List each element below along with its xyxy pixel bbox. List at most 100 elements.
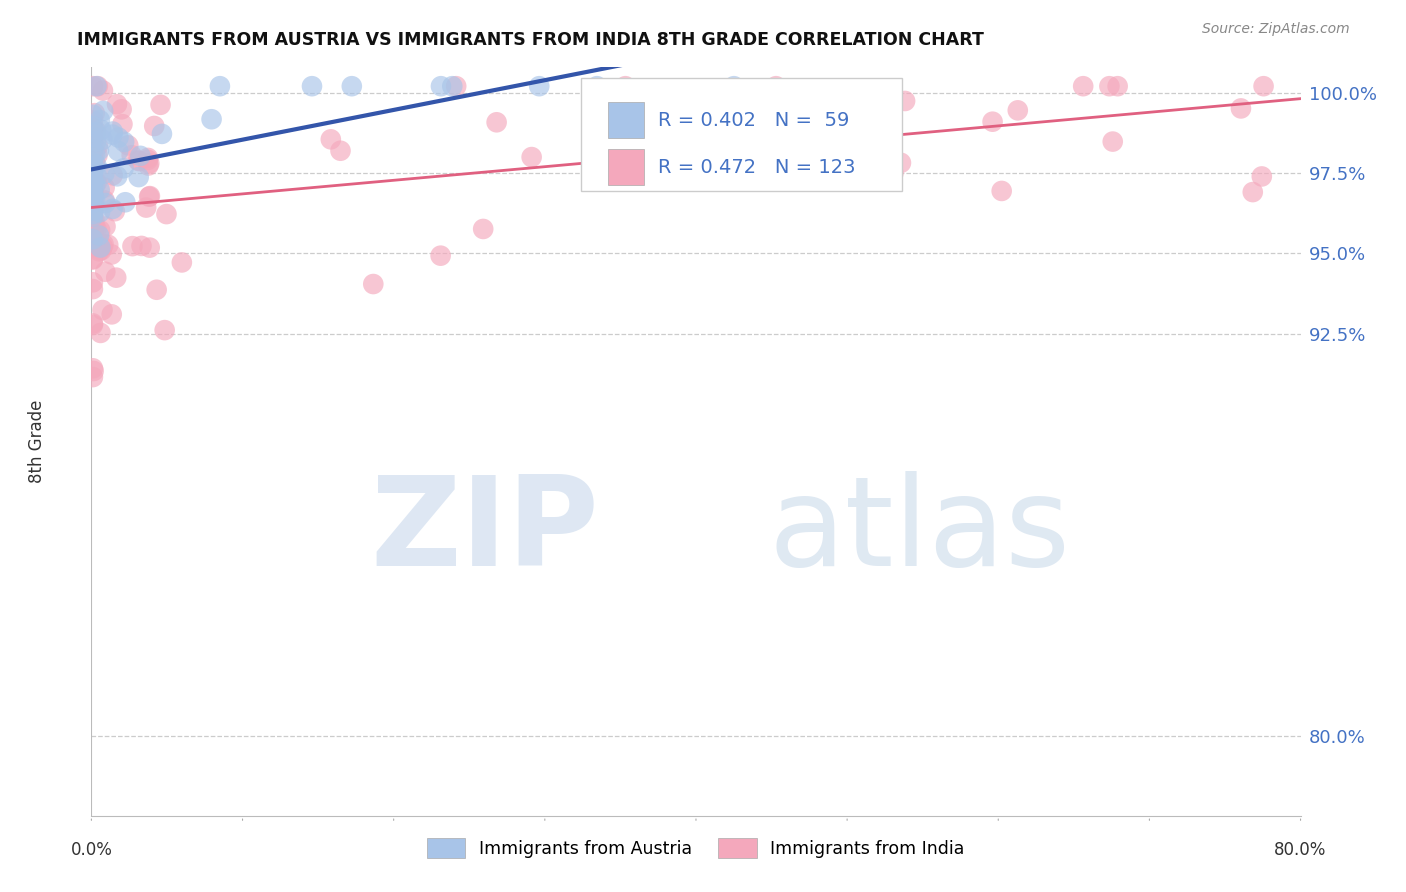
Point — [82, 121, 104, 136]
Point — [129, 149, 152, 163]
Point — [329, 144, 352, 158]
Point — [82, 188, 104, 202]
Point — [112, 135, 135, 149]
Point — [128, 154, 150, 169]
Point — [83, 212, 105, 227]
Point — [82, 210, 104, 224]
Point — [319, 132, 342, 146]
Point — [82, 155, 104, 169]
Point — [82, 240, 104, 254]
Point — [136, 153, 159, 167]
Point — [82, 224, 104, 238]
Point — [647, 136, 669, 150]
Point — [82, 188, 104, 202]
Point — [1241, 185, 1264, 199]
Point — [83, 198, 105, 212]
Point — [82, 207, 104, 221]
Text: R = 0.472   N = 123: R = 0.472 N = 123 — [658, 158, 856, 177]
Point — [82, 79, 104, 94]
Point — [86, 176, 108, 190]
Text: 8th Grade: 8th Grade — [28, 400, 46, 483]
Point — [82, 184, 104, 198]
Point — [82, 211, 104, 226]
Point — [105, 270, 128, 285]
Point — [105, 169, 128, 184]
Text: Source: ZipAtlas.com: Source: ZipAtlas.com — [1202, 22, 1350, 37]
Point — [105, 97, 128, 112]
Point — [84, 124, 107, 138]
Point — [86, 158, 108, 172]
Point — [107, 130, 129, 145]
Point — [208, 79, 231, 94]
Point — [90, 123, 112, 137]
Point — [86, 79, 108, 94]
Point — [93, 194, 115, 208]
Point — [82, 227, 104, 242]
Point — [444, 79, 467, 94]
Point — [82, 232, 104, 246]
Point — [1107, 79, 1129, 94]
Point — [82, 194, 104, 209]
Point — [93, 180, 115, 194]
Legend: Immigrants from Austria, Immigrants from India: Immigrants from Austria, Immigrants from… — [422, 833, 970, 863]
Point — [87, 228, 110, 243]
Point — [127, 153, 149, 168]
Point — [529, 79, 551, 94]
Point — [83, 155, 105, 169]
Point — [790, 128, 813, 142]
Point — [153, 323, 176, 337]
Point — [83, 172, 105, 186]
Point — [82, 131, 104, 145]
Point — [82, 163, 104, 178]
Point — [82, 318, 104, 332]
Point — [82, 193, 104, 207]
Point — [83, 218, 105, 232]
Point — [82, 252, 104, 266]
Point — [586, 79, 609, 94]
Point — [1007, 103, 1029, 118]
Point — [136, 151, 159, 165]
Point — [128, 170, 150, 185]
Point — [430, 79, 453, 94]
Text: ZIP: ZIP — [371, 471, 599, 592]
Point — [83, 130, 105, 145]
Point — [83, 203, 105, 218]
Point — [93, 167, 115, 181]
Point — [1098, 79, 1121, 94]
Point — [101, 124, 124, 138]
Point — [104, 204, 127, 219]
Point — [82, 195, 104, 210]
Point — [84, 147, 107, 161]
Point — [82, 159, 104, 173]
Point — [86, 148, 108, 162]
Point — [82, 203, 104, 218]
Point — [1250, 169, 1272, 184]
Point — [89, 241, 111, 255]
Point — [100, 307, 122, 321]
Point — [117, 138, 139, 153]
Point — [101, 202, 124, 216]
Point — [882, 166, 904, 180]
Point — [84, 193, 107, 207]
Point — [87, 139, 110, 153]
Point — [87, 79, 110, 94]
Point — [84, 178, 107, 192]
Point — [82, 191, 104, 205]
Point — [82, 166, 104, 180]
Point — [441, 79, 464, 94]
FancyBboxPatch shape — [607, 149, 644, 186]
FancyBboxPatch shape — [581, 78, 901, 191]
Point — [112, 161, 135, 176]
Point — [485, 115, 508, 129]
Point — [83, 364, 105, 378]
Point — [82, 164, 104, 178]
Point — [82, 275, 104, 289]
Point — [82, 233, 104, 247]
Point — [83, 106, 105, 120]
Point — [107, 144, 129, 158]
Point — [91, 133, 114, 147]
Text: IMMIGRANTS FROM AUSTRIA VS IMMIGRANTS FROM INDIA 8TH GRADE CORRELATION CHART: IMMIGRANTS FROM AUSTRIA VS IMMIGRANTS FR… — [77, 31, 984, 49]
Point — [1101, 135, 1123, 149]
Point — [138, 190, 160, 204]
Point — [138, 241, 160, 255]
